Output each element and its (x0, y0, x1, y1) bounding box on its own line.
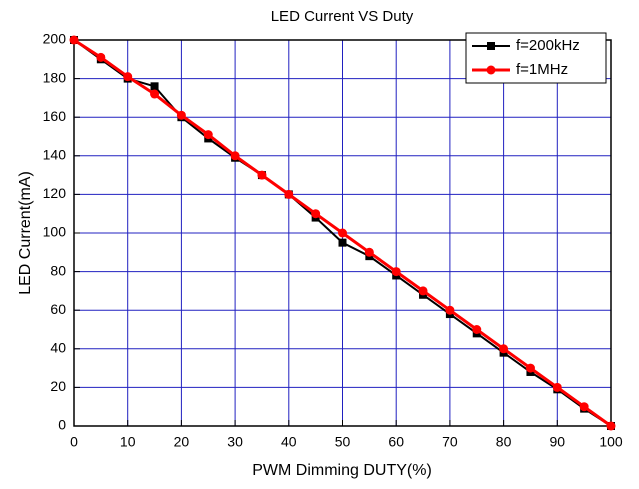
x-tick-label: 90 (550, 434, 566, 450)
y-tick-label: 40 (50, 340, 66, 356)
data-point (150, 82, 159, 91)
data-point (445, 305, 455, 315)
x-tick-label: 20 (174, 434, 190, 450)
legend-label: f=1MHz (516, 61, 568, 78)
data-point (391, 267, 401, 277)
data-point (338, 228, 347, 238)
data-point (499, 344, 509, 354)
x-tick-label: 10 (120, 434, 136, 450)
data-point (150, 89, 160, 99)
data-point (203, 130, 213, 140)
x-tick-label: 60 (388, 434, 404, 450)
data-point (257, 170, 267, 180)
legend-box (465, 32, 607, 84)
data-point (69, 35, 79, 45)
legend-label: f=200kHz (516, 37, 580, 54)
y-tick-label: 100 (43, 224, 67, 240)
x-axis-label: PWM Dimming DUTY(%) (252, 462, 432, 479)
x-tick-label: 30 (227, 434, 243, 450)
data-point (579, 402, 589, 412)
y-tick-label: 80 (50, 262, 66, 278)
data-point (284, 189, 294, 199)
y-tick-label: 140 (43, 147, 67, 163)
y-tick-label: 60 (50, 301, 66, 317)
data-point (96, 52, 106, 62)
data-point (311, 209, 321, 219)
data-point (338, 238, 347, 247)
chart-title: LED Current VS Duty (271, 8, 414, 25)
data-point (123, 72, 133, 82)
data-point (230, 151, 240, 161)
plot-frame (73, 39, 612, 427)
data-point (606, 421, 616, 431)
y-tick-label: 120 (43, 185, 67, 201)
x-tick-label: 40 (281, 434, 297, 450)
data-point (418, 286, 428, 296)
legend-marker (487, 42, 495, 50)
x-tick-label: 100 (599, 434, 623, 450)
y-tick-label: 20 (50, 378, 66, 394)
data-point (525, 363, 535, 373)
y-tick-label: 200 (43, 31, 67, 47)
y-tick-label: 160 (43, 108, 67, 124)
x-tick-label: 0 (70, 434, 78, 450)
x-tick-label: 80 (496, 434, 512, 450)
legend-marker (486, 65, 496, 75)
data-point (472, 325, 482, 334)
y-axis-label: LED Current(mA) (17, 171, 34, 295)
y-tick-label: 0 (58, 417, 66, 433)
x-tick-label: 70 (442, 434, 458, 450)
data-point (552, 382, 562, 392)
x-tick-label: 50 (335, 434, 351, 450)
y-tick-label: 180 (43, 69, 67, 85)
data-point (176, 110, 186, 120)
data-point (364, 247, 374, 257)
